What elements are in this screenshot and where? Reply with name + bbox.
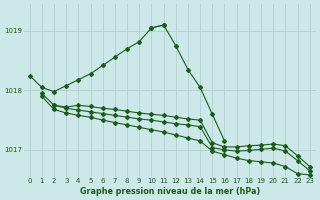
X-axis label: Graphe pression niveau de la mer (hPa): Graphe pression niveau de la mer (hPa)	[80, 187, 260, 196]
